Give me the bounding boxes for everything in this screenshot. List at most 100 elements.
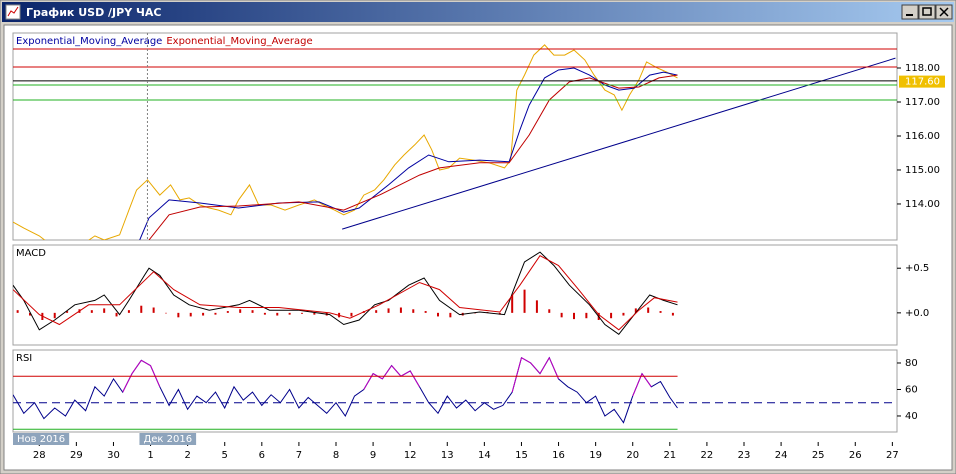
histogram-bar bbox=[523, 289, 526, 313]
histogram-bar bbox=[152, 307, 155, 313]
histogram-bar bbox=[90, 310, 93, 313]
close-glyph bbox=[939, 7, 949, 17]
overbought-segment bbox=[391, 365, 402, 377]
window-title: График USD /JPY ЧАС bbox=[26, 6, 161, 19]
maximize-glyph bbox=[922, 7, 932, 16]
overbought-segment bbox=[548, 357, 560, 380]
histogram-bar bbox=[350, 312, 353, 317]
trend-line bbox=[342, 57, 896, 230]
x-tick-label: 20 bbox=[626, 450, 639, 461]
histogram-bar bbox=[375, 310, 378, 313]
x-tick-label: 15 bbox=[515, 450, 528, 461]
y-tick-label: +0.0 bbox=[905, 308, 929, 319]
title-bar bbox=[2, 2, 954, 22]
overbought-segment bbox=[409, 370, 420, 388]
histogram-bar bbox=[548, 309, 551, 313]
rsi-panel bbox=[12, 349, 898, 433]
minimize-button[interactable] bbox=[901, 4, 919, 20]
x-tick-label: 29 bbox=[70, 450, 83, 461]
x-tick-label: 6 bbox=[259, 450, 265, 461]
x-tick-label: 23 bbox=[738, 450, 751, 461]
histogram-bar bbox=[226, 311, 229, 313]
histogram-bar bbox=[251, 310, 254, 313]
histogram-bar bbox=[659, 311, 662, 313]
x-tick-label: 2 bbox=[184, 450, 190, 461]
y-tick-label: 118.00 bbox=[905, 63, 940, 74]
window-icon-glyph bbox=[7, 6, 19, 17]
x-tick-label: 7 bbox=[296, 450, 302, 461]
histogram-bar bbox=[140, 305, 143, 313]
series-line bbox=[13, 255, 678, 331]
histogram-bar bbox=[437, 312, 439, 317]
histogram-bar bbox=[424, 311, 427, 313]
month-label-box bbox=[13, 433, 70, 445]
overbought-segment bbox=[521, 357, 531, 364]
last-value-label: 117.60 bbox=[905, 77, 940, 88]
histogram-bar bbox=[66, 311, 69, 313]
histogram-bar bbox=[412, 309, 415, 313]
month-label: Дек 2016 bbox=[143, 434, 192, 445]
window-buttons bbox=[901, 4, 953, 20]
histogram-bar bbox=[189, 312, 192, 317]
overbought-segment bbox=[530, 362, 541, 374]
y-tick-label: 40 bbox=[905, 411, 918, 422]
series-line bbox=[139, 67, 678, 240]
histogram-bar bbox=[115, 312, 118, 317]
histogram-bar bbox=[449, 312, 452, 318]
histogram-bar bbox=[474, 312, 477, 314]
series-line bbox=[13, 44, 678, 240]
histogram-bar bbox=[301, 312, 303, 314]
histogram-bar bbox=[29, 312, 31, 316]
x-tick-label: 22 bbox=[701, 450, 714, 461]
y-tick-label: 117.00 bbox=[905, 97, 940, 108]
overbought-segment bbox=[400, 370, 411, 377]
x-tick-label: 24 bbox=[775, 450, 788, 461]
histogram-bar bbox=[103, 308, 106, 313]
x-tick-label: 21 bbox=[663, 450, 676, 461]
histogram-bar bbox=[214, 312, 217, 315]
plot-area bbox=[13, 44, 896, 240]
legend-entry: Exponential_Moving_Average bbox=[16, 36, 162, 47]
y-tick-label: 80 bbox=[905, 358, 918, 369]
histogram-bar bbox=[177, 312, 180, 318]
histogram-bar bbox=[53, 312, 56, 319]
plot-area bbox=[13, 251, 678, 335]
histogram-bar bbox=[622, 312, 625, 316]
x-tick-label: 25 bbox=[812, 450, 825, 461]
histogram-bar bbox=[263, 312, 266, 315]
maximize-button[interactable] bbox=[918, 4, 936, 20]
x-tick-label: 1 bbox=[147, 450, 153, 461]
histogram-bar bbox=[573, 312, 575, 320]
overbought-segment bbox=[511, 357, 522, 393]
overbought-segment bbox=[131, 360, 142, 374]
histogram-bar bbox=[288, 312, 291, 315]
overbought-segment bbox=[632, 373, 643, 397]
histogram-bar bbox=[610, 312, 613, 319]
chart-area bbox=[3, 24, 953, 471]
x-tick-label: 13 bbox=[441, 450, 454, 461]
histogram-bar bbox=[560, 312, 563, 318]
legend-entry: Exponential_Moving_Average bbox=[166, 36, 312, 47]
x-tick-label: 16 bbox=[552, 450, 565, 461]
histogram-bar bbox=[313, 312, 316, 315]
x-tick-label: 28 bbox=[33, 450, 46, 461]
y-tick-label: 115.00 bbox=[905, 165, 940, 176]
x-tick-label: 27 bbox=[886, 450, 899, 461]
month-label-box bbox=[139, 433, 197, 445]
y-tick-label: 114.00 bbox=[905, 199, 940, 210]
histogram-bar bbox=[399, 307, 402, 313]
panel-title: RSI bbox=[16, 353, 32, 364]
histogram-bar bbox=[585, 312, 588, 319]
histogram-bar bbox=[202, 312, 205, 316]
last-value-box bbox=[899, 75, 945, 88]
histogram-bar bbox=[165, 312, 167, 314]
histogram-bar bbox=[535, 300, 538, 313]
histogram-bar bbox=[634, 308, 637, 313]
y-tick-label: 60 bbox=[905, 384, 918, 395]
series-line bbox=[148, 74, 678, 240]
x-tick-label: 26 bbox=[849, 450, 862, 461]
histogram-bar bbox=[127, 310, 130, 313]
y-tick-label: 116.00 bbox=[905, 131, 940, 142]
